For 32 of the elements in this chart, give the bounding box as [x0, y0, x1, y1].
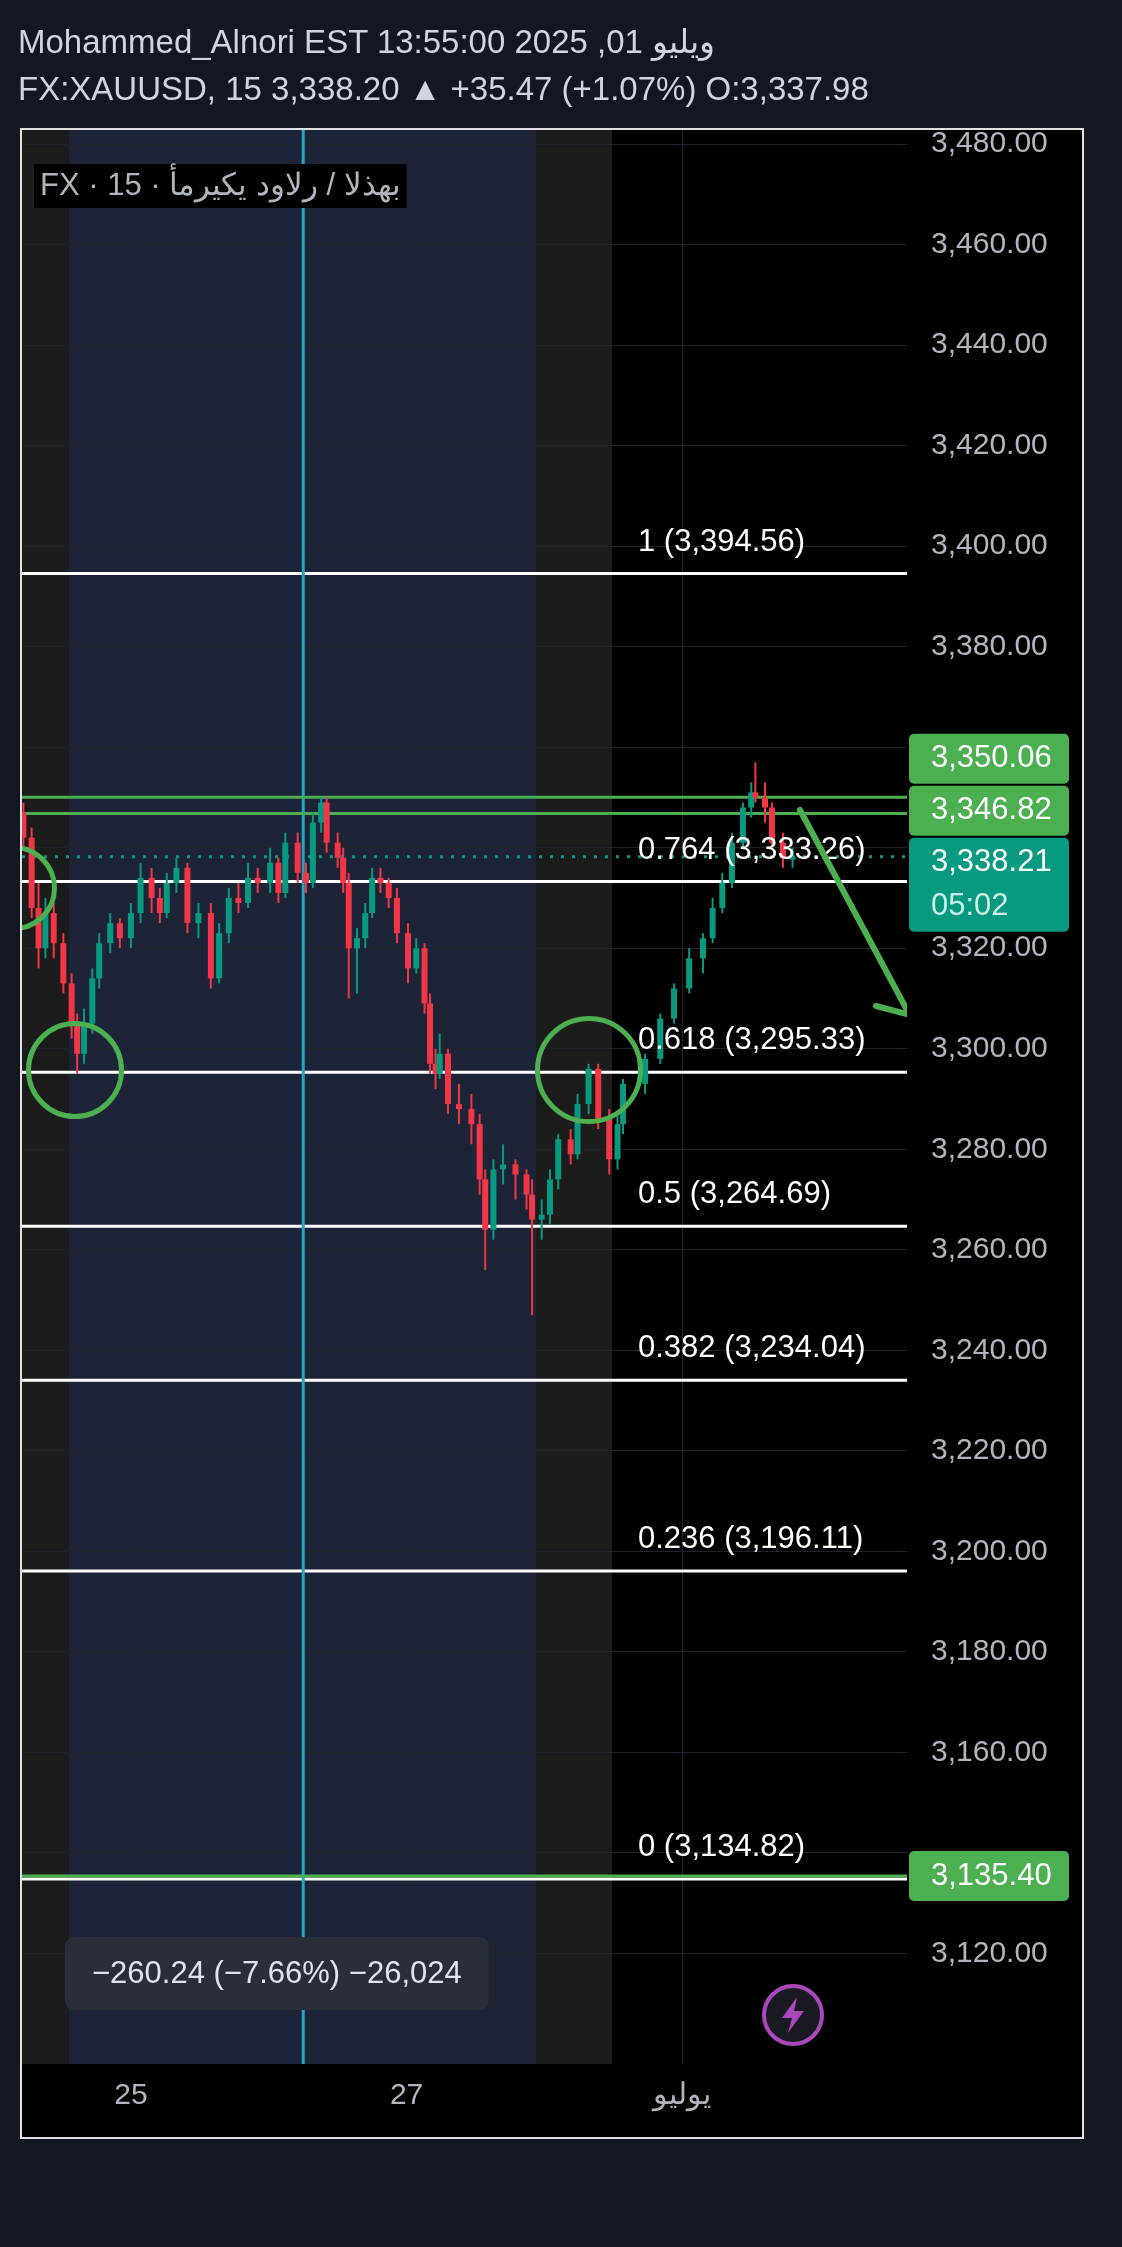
y-tick-label: 3,200.00 — [931, 1532, 1048, 1566]
x-tick-label: 27 — [389, 2077, 424, 2111]
y-tick-label: 3,380.00 — [931, 627, 1048, 661]
annotation: 0.236 (3,196.11) — [638, 1519, 864, 1555]
y-tick-label: 3,480.00 — [931, 125, 1048, 159]
y-tick-label: 3,180.00 — [931, 1633, 1048, 1667]
y-tick-label: 3,220.00 — [931, 1432, 1048, 1466]
annotation: 1 (3,394.56) — [638, 522, 806, 558]
annotation: 0.382 (3,234.04) — [638, 1329, 866, 1365]
y-tick-label: 3,160.00 — [931, 1733, 1048, 1767]
ref-line-label: 3,350.06 — [931, 739, 1052, 775]
chart-title: Mohammed_Alnori EST 13:55:00 2025 ,01 ويليو — [18, 22, 716, 61]
ref-line-label: 3,338.21 05:02 — [931, 843, 1052, 923]
y-tick-label: 3,280.00 — [931, 1130, 1048, 1164]
y-tick-label: 3,240.00 — [931, 1331, 1048, 1365]
x-tick-label: يوليو — [651, 2077, 712, 2113]
x-tick-label: 25 — [114, 2077, 148, 2111]
y-tick-label: 3,420.00 — [931, 426, 1048, 460]
ref-line-label: 3,346.82 — [931, 791, 1052, 827]
chart-subtitle: FX:XAUUSD, 15 3,338.20 ▲ +35.47 (+1.07%) O:3,337.98 — [18, 70, 869, 108]
annotation: −260.24 (−7.66%) −26,024 — [92, 1954, 462, 1990]
y-tick-label: 3,440.00 — [931, 326, 1048, 360]
annotation: 0 (3,134.82) — [638, 1827, 806, 1863]
annotation: FX · 15 · بهذلا / رلاود يكيرمأ — [40, 162, 401, 203]
y-tick-label: 3,300.00 — [931, 1030, 1048, 1064]
y-tick-label: 3,120.00 — [931, 1934, 1048, 1968]
annotation: 0.5 (3,264.69) — [638, 1175, 832, 1211]
y-tick-label: 3,320.00 — [931, 929, 1048, 963]
ref-line-label: 3,135.40 — [931, 1856, 1052, 1892]
y-tick-label: 3,460.00 — [931, 225, 1048, 259]
y-tick-label: 3,400.00 — [931, 527, 1048, 561]
y-tick-label: 3,260.00 — [931, 1231, 1048, 1265]
